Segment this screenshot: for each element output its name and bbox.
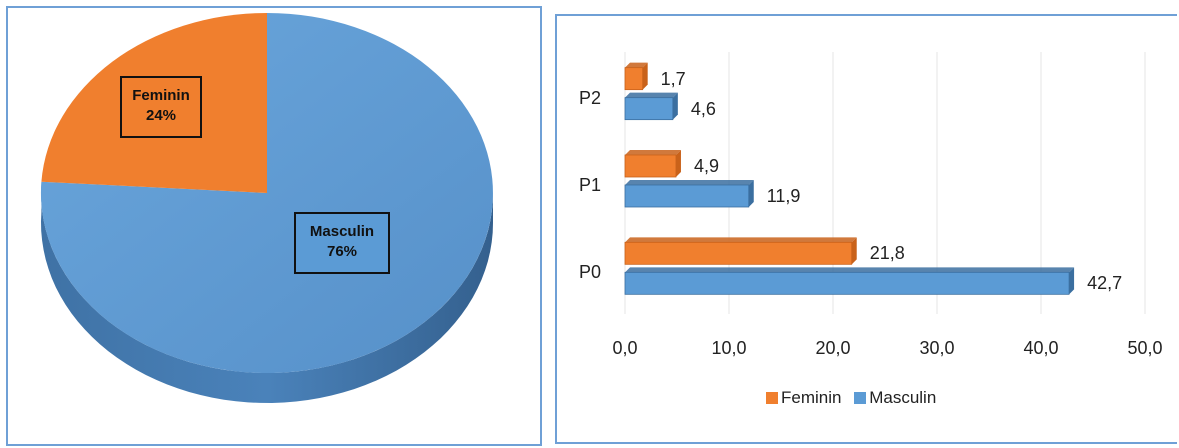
pie-label-masculin-name: Masculin: [309, 223, 375, 240]
bar-masculin-p0-top: [625, 267, 1075, 273]
pie-label-masculin: Masculin 76%: [294, 212, 390, 274]
bar-feminin-p1-top: [625, 150, 681, 155]
bar-feminin-p0-end: [851, 237, 857, 265]
bar-chart-legend: Feminin Masculin: [766, 388, 944, 408]
bar-feminin-p0-top: [625, 237, 857, 243]
bar-masculin-p0: [624, 271, 1070, 295]
y-category-label: P0: [579, 262, 602, 283]
pie-label-masculin-pct: 76%: [326, 243, 358, 260]
x-tick-label: 20,0: [815, 338, 851, 358]
x-tick-label: 10,0: [711, 338, 747, 358]
x-tick-label: 50,0: [1127, 338, 1163, 358]
legend-item-feminin: Feminin: [766, 388, 841, 408]
data-label-feminin: 4,9: [693, 156, 719, 176]
legend-label-masculin: Masculin: [869, 388, 937, 407]
bar-masculin-p0-end: [1069, 267, 1075, 295]
pie-slice-masculin: [40, 13, 493, 373]
data-label-feminin: 1,7: [660, 68, 686, 89]
bar-feminin-p2: [624, 67, 644, 91]
bar-masculin-p2-end: [672, 92, 678, 120]
y-category-label: P2: [579, 87, 602, 108]
pie-label-feminin-name: Feminin: [132, 87, 190, 104]
x-tick-label: 40,0: [1023, 338, 1059, 358]
legend-label-feminin: Feminin: [781, 388, 842, 407]
bar-feminin-p1-end: [675, 150, 681, 177]
pie-label-feminin: Feminin 24%: [120, 76, 202, 138]
bar-masculin-p1-end: [748, 180, 754, 207]
y-category-label: P1: [579, 175, 602, 195]
bar-masculin-p1: [624, 184, 750, 208]
pie-label-feminin-pct: 24%: [145, 107, 177, 124]
pie-chart-panel: Feminin 24% Masculin 76%: [6, 6, 542, 446]
x-tick-label: 30,0: [919, 338, 955, 358]
pie-chart: [40, 13, 493, 403]
data-label-masculin: 11,9: [766, 186, 801, 206]
bar-feminin-p2-top: [625, 62, 648, 68]
x-tick-label: 0,0: [612, 338, 638, 358]
data-label-feminin: 21,8: [869, 243, 905, 264]
legend-item-masculin: Masculin: [854, 388, 936, 408]
data-label-masculin: 4,6: [690, 98, 716, 119]
bar-feminin-p0: [624, 241, 853, 265]
bar-masculin-p2-top: [625, 92, 678, 98]
bar-feminin-p1: [624, 154, 677, 178]
legend-swatch-masculin: [854, 392, 867, 404]
bar-feminin-p2-end: [642, 62, 648, 90]
bar-chart: [624, 52, 1146, 314]
data-label-masculin: 42,7: [1087, 273, 1123, 294]
bar-masculin-p1-top: [625, 180, 754, 185]
bar-masculin-p2: [624, 97, 674, 121]
bar-chart-panel: 0,0 10,0 20,0 30,0 40,0 50,0 P2 1,7 4,6 P1 4,9 11,9…: [555, 14, 1177, 444]
legend-swatch-feminin: [766, 392, 778, 404]
